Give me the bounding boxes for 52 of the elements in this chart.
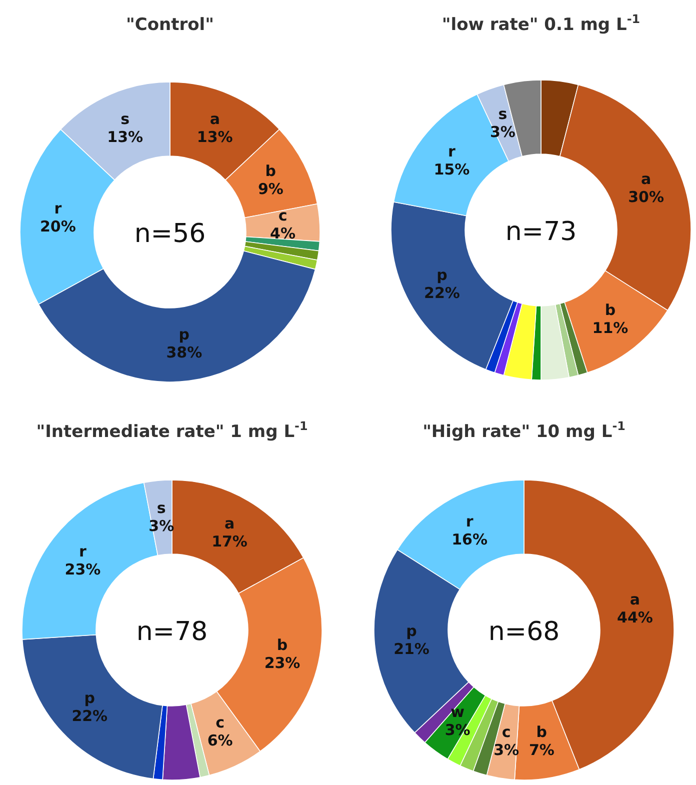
data-label: 30% bbox=[628, 188, 664, 206]
data-label: 22% bbox=[424, 284, 460, 302]
slice-label: b bbox=[276, 636, 288, 654]
slice-label: b bbox=[265, 162, 276, 180]
text: n=56 bbox=[134, 219, 206, 249]
slice-label: a bbox=[630, 590, 640, 608]
slice-label: r bbox=[54, 199, 62, 218]
slice-label: c bbox=[278, 206, 288, 224]
chart-title: "High rate" 10 mg L$^{-1}$ bbox=[422, 419, 626, 442]
text: n=68 bbox=[488, 617, 560, 647]
data-label: 11% bbox=[592, 318, 628, 337]
data-label: 13% bbox=[107, 128, 144, 146]
chart-title: "Control" bbox=[126, 15, 214, 35]
slice-label: c bbox=[216, 714, 225, 732]
data-label: 16% bbox=[452, 530, 488, 548]
data-label: 15% bbox=[434, 160, 470, 178]
slice-label: s bbox=[120, 110, 130, 128]
data-label: 6% bbox=[207, 732, 233, 750]
chart-title: "low rate" 0.1 mg L$^{-1}$ bbox=[442, 12, 640, 35]
data-label: 20% bbox=[40, 217, 76, 236]
data-label: 38% bbox=[166, 344, 202, 362]
data-label: 4% bbox=[270, 224, 296, 242]
chart-title: "Intermediate rate" 1 mg L$^{-1}$ bbox=[36, 419, 308, 442]
slice-label: p bbox=[436, 266, 448, 284]
slice-label: p bbox=[406, 622, 418, 640]
slice-label: r bbox=[466, 512, 474, 530]
slice-label: a bbox=[210, 110, 220, 128]
slice-label: b bbox=[604, 300, 616, 319]
slice-label: p bbox=[84, 688, 96, 707]
slice-label: p bbox=[178, 326, 190, 344]
data-label: 17% bbox=[212, 532, 248, 550]
slice-label: r bbox=[448, 142, 456, 160]
data-label: 44% bbox=[617, 608, 653, 626]
slice-label: r bbox=[79, 542, 88, 560]
slice-label: s bbox=[156, 499, 166, 517]
data-label: 9% bbox=[258, 180, 284, 198]
slice-label: w bbox=[450, 702, 465, 721]
slice-label: c bbox=[502, 723, 511, 742]
data-label: 22% bbox=[72, 706, 108, 725]
data-label: 7% bbox=[528, 741, 554, 760]
slice-label: a bbox=[641, 170, 652, 188]
text: n=78 bbox=[136, 617, 208, 647]
data-label: 21% bbox=[394, 640, 430, 658]
slice-label: s bbox=[498, 105, 508, 124]
slice-label: b bbox=[536, 723, 548, 742]
data-label: 3% bbox=[494, 741, 520, 760]
data-label: 3% bbox=[490, 123, 516, 142]
text: n=73 bbox=[505, 217, 577, 247]
data-label: 23% bbox=[264, 654, 300, 672]
data-label: 13% bbox=[196, 128, 233, 146]
data-label: 23% bbox=[64, 560, 101, 578]
slice-label: a bbox=[224, 514, 235, 532]
